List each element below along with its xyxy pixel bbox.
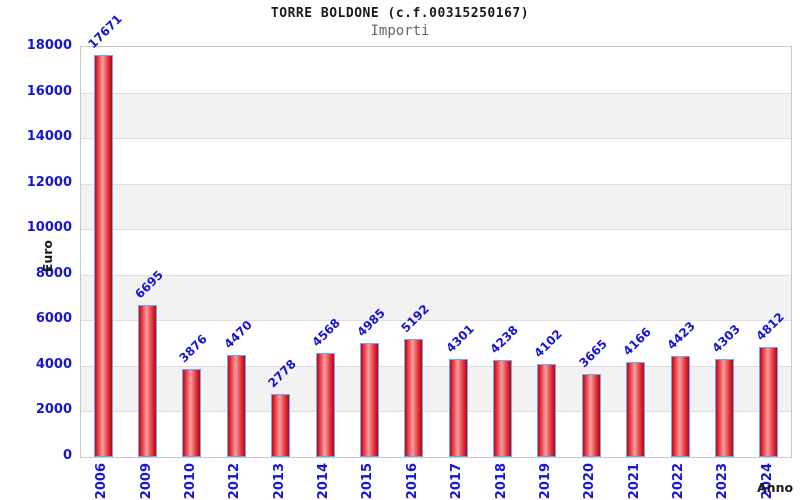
bar-2010 [182, 368, 202, 457]
y-tick-0: 0 [62, 448, 72, 463]
x-tick-2009: 2009 [138, 463, 154, 500]
plot-area: 17671 6695 3876 4470 2778 4568 4985 5192 4301 423… [80, 11, 792, 458]
bar-2020 [581, 373, 601, 457]
x-tick-2006: 2006 [94, 463, 110, 500]
y-tick-10000: 10000 [26, 220, 72, 236]
x-tick-2010: 2010 [182, 463, 198, 500]
plot-band [81, 229, 791, 275]
y-tick-2000: 2000 [35, 402, 72, 418]
y-tick-18000: 18000 [26, 38, 72, 53]
x-tick-2012: 2012 [227, 463, 243, 500]
x-tick-2015: 2015 [360, 463, 376, 500]
x-tick-2017: 2017 [449, 463, 465, 500]
x-tick-2021: 2021 [626, 463, 642, 500]
x-tick-2014: 2014 [316, 463, 332, 500]
chart-subtitle: Importi [370, 23, 430, 39]
y-tick-12000: 12000 [26, 174, 72, 190]
bar-2012 [226, 355, 246, 457]
y-axis-title: Euro [40, 240, 55, 273]
x-tick-2018: 2018 [493, 463, 509, 500]
bar-2021 [626, 362, 646, 457]
x-tick-2019: 2019 [537, 463, 553, 500]
bar-2018 [493, 360, 513, 457]
plot-band [81, 138, 791, 184]
bar-2014 [315, 352, 335, 457]
bar-2006 [93, 54, 113, 457]
plot-band [81, 183, 791, 230]
bar-2022 [670, 356, 690, 457]
bar-2009 [138, 304, 158, 457]
chart-title: TORRE BOLDONE (c.f.00315250167) [270, 6, 530, 21]
x-tick-2023: 2023 [715, 463, 731, 500]
x-tick-2022: 2022 [671, 463, 687, 500]
y-tick-16000: 16000 [26, 83, 72, 99]
x-tick-2016: 2016 [404, 463, 420, 500]
bar-2019 [537, 363, 557, 457]
plot-band [81, 274, 791, 321]
bar-2013 [271, 393, 291, 457]
bar-2024 [759, 347, 779, 457]
bar-2017 [448, 359, 468, 457]
x-tick-2013: 2013 [271, 463, 287, 500]
bar-2016 [404, 338, 424, 457]
y-tick-14000: 14000 [26, 129, 72, 145]
y-tick-4000: 4000 [35, 356, 72, 372]
y-tick-6000: 6000 [35, 311, 72, 327]
plot-band [81, 47, 791, 93]
bar-2023 [714, 359, 734, 457]
plot-band [81, 92, 791, 139]
x-tick-2020: 2020 [582, 463, 598, 500]
x-axis-title: Anno [757, 480, 794, 495]
bar-2015 [359, 343, 379, 457]
y-tick-8000: 8000 [35, 265, 72, 281]
